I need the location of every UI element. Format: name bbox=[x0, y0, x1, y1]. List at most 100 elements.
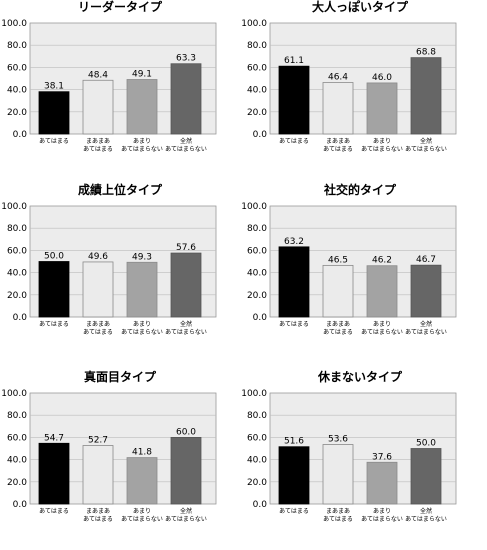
x-tick-label: あてはまる bbox=[39, 138, 69, 145]
x-tick-label: あまりあてはまらない bbox=[121, 138, 163, 153]
chart-svg: 0.0 20.0 40.0 60.0 80.0 100.0 38.1 あてはまる 48.4 まあま… bbox=[1, 19, 217, 153]
bar bbox=[126, 457, 158, 505]
x-tick-label-line: 全然 bbox=[420, 137, 432, 145]
bar bbox=[82, 261, 114, 318]
x-tick-label: あまりあてはまらない bbox=[121, 508, 163, 523]
x-tick-label-line: あてはまらない bbox=[165, 146, 207, 153]
x-tick-label-line: あまり bbox=[373, 321, 391, 328]
chart-panel-1: 大人っぽいタイプ 0.0 20.0 40.0 60.0 80.0 100.0 61.1 あては… bbox=[240, 0, 480, 180]
y-tick-label: 60.0 bbox=[7, 63, 27, 73]
x-tick-label: 全然あてはまらない bbox=[165, 507, 207, 523]
y-tick-label: 20.0 bbox=[7, 291, 27, 301]
bar bbox=[82, 445, 114, 505]
y-tick-label: 60.0 bbox=[247, 246, 267, 256]
x-tick-label-line: 全然 bbox=[180, 507, 192, 515]
y-tick-label: 60.0 bbox=[7, 246, 27, 256]
x-tick-label-line: あてはまる bbox=[83, 329, 113, 336]
x-tick-label: 全然あてはまらない bbox=[405, 320, 447, 336]
chart-svg: 0.0 20.0 40.0 60.0 80.0 100.0 54.7 あてはまる 52.7 まあま… bbox=[1, 389, 217, 523]
y-tick-label: 100.0 bbox=[241, 389, 267, 399]
bar bbox=[322, 444, 354, 505]
data-label: 57.6 bbox=[176, 243, 196, 253]
x-tick-label-line: あてはまる bbox=[39, 508, 69, 515]
x-tick-label-line: あてはまる bbox=[323, 146, 353, 153]
data-label: 41.8 bbox=[132, 448, 152, 458]
x-tick-label: まあまああてはまる bbox=[83, 321, 113, 336]
x-tick-label: まあまああてはまる bbox=[323, 321, 353, 336]
chart-svg: 0.0 20.0 40.0 60.0 80.0 100.0 63.2 あてはまる 46.5 まあま… bbox=[241, 202, 457, 336]
chart-panel-4: 真面目タイプ 0.0 20.0 40.0 60.0 80.0 100.0 54.7 あてはまる… bbox=[0, 370, 240, 550]
y-tick-label: 0.0 bbox=[253, 313, 268, 323]
data-label: 63.3 bbox=[176, 54, 196, 64]
data-label: 48.4 bbox=[88, 70, 108, 80]
y-tick-label: 40.0 bbox=[247, 86, 267, 96]
y-tick-label: 0.0 bbox=[13, 313, 28, 323]
bar bbox=[410, 57, 442, 135]
y-tick-label: 80.0 bbox=[7, 411, 27, 421]
data-label: 46.7 bbox=[416, 255, 436, 265]
y-tick-label: 20.0 bbox=[247, 108, 267, 118]
y-tick-label: 80.0 bbox=[7, 41, 27, 51]
x-tick-label-line: まあまあ bbox=[86, 138, 110, 145]
x-tick-label: あてはまる bbox=[39, 508, 69, 515]
bar bbox=[82, 79, 114, 135]
chart-title: 休まないタイプ bbox=[317, 370, 402, 384]
x-tick-label-line: あてはまらない bbox=[405, 516, 447, 523]
bar bbox=[126, 261, 158, 318]
y-tick-label: 100.0 bbox=[1, 19, 27, 29]
data-label: 49.1 bbox=[132, 69, 152, 79]
x-tick-label-line: あてはまる bbox=[323, 329, 353, 336]
y-tick-label: 20.0 bbox=[7, 108, 27, 118]
x-tick-label-line: あまり bbox=[373, 508, 391, 515]
bar bbox=[278, 446, 310, 505]
x-tick-label-line: あてはまらない bbox=[361, 146, 403, 153]
chart-panel-3: 社交的タイプ 0.0 20.0 40.0 60.0 80.0 100.0 63.2 あてはまる… bbox=[240, 183, 480, 363]
chart-title: 社交的タイプ bbox=[323, 183, 396, 197]
y-tick-label: 40.0 bbox=[7, 456, 27, 466]
bar bbox=[170, 63, 202, 135]
x-tick-label: まあまああてはまる bbox=[323, 138, 353, 153]
x-tick-label: あてはまる bbox=[39, 321, 69, 328]
x-tick-label-line: あてはまらない bbox=[165, 329, 207, 336]
x-tick-label-line: まあまあ bbox=[86, 508, 110, 515]
x-tick-label: あてはまる bbox=[279, 321, 309, 328]
chart-panel-0: リーダータイプ 0.0 20.0 40.0 60.0 80.0 100.0 38.1 あてはま… bbox=[0, 0, 240, 180]
bar bbox=[170, 437, 202, 505]
x-tick-label-line: あてはまらない bbox=[405, 329, 447, 336]
x-tick-label-line: まあまあ bbox=[326, 508, 350, 515]
bar bbox=[278, 246, 310, 318]
data-label: 46.0 bbox=[372, 73, 392, 83]
x-tick-label-line: あまり bbox=[133, 321, 151, 328]
x-tick-label: あまりあてはまらない bbox=[361, 321, 403, 336]
y-tick-label: 0.0 bbox=[13, 500, 28, 510]
data-label: 53.6 bbox=[328, 435, 348, 445]
x-tick-label-line: まあまあ bbox=[86, 321, 110, 328]
data-label: 63.2 bbox=[284, 237, 304, 247]
x-tick-label: まあまああてはまる bbox=[83, 508, 113, 523]
x-tick-label-line: 全然 bbox=[180, 137, 192, 145]
y-tick-label: 20.0 bbox=[247, 478, 267, 488]
y-tick-label: 100.0 bbox=[1, 202, 27, 212]
y-tick-label: 60.0 bbox=[247, 63, 267, 73]
data-label: 46.2 bbox=[372, 256, 392, 266]
data-label: 60.0 bbox=[176, 427, 196, 437]
chart-panel-2: 成績上位タイプ 0.0 20.0 40.0 60.0 80.0 100.0 50.0 あてはま… bbox=[0, 183, 240, 363]
data-label: 50.0 bbox=[44, 252, 64, 262]
x-tick-label-line: あてはまる bbox=[83, 146, 113, 153]
chart-svg: 0.0 20.0 40.0 60.0 80.0 100.0 50.0 あてはまる 49.6 まあま… bbox=[1, 202, 217, 336]
y-tick-label: 20.0 bbox=[247, 291, 267, 301]
x-tick-label-line: まあまあ bbox=[326, 321, 350, 328]
x-tick-label-line: 全然 bbox=[420, 320, 432, 328]
x-tick-label-line: あてはまる bbox=[279, 508, 309, 515]
data-label: 49.6 bbox=[88, 252, 108, 262]
x-tick-label: まあまああてはまる bbox=[323, 508, 353, 523]
y-tick-label: 20.0 bbox=[7, 478, 27, 488]
bar bbox=[366, 82, 398, 135]
chart-svg: 0.0 20.0 40.0 60.0 80.0 100.0 61.1 あてはまる 46.4 まあま… bbox=[241, 19, 457, 153]
x-tick-label-line: あてはまる bbox=[279, 321, 309, 328]
y-tick-label: 100.0 bbox=[1, 389, 27, 399]
x-tick-label-line: あてはまらない bbox=[121, 516, 163, 523]
x-tick-label-line: あてはまる bbox=[279, 138, 309, 145]
x-tick-label: あまりあてはまらない bbox=[361, 508, 403, 523]
bar bbox=[410, 264, 442, 318]
